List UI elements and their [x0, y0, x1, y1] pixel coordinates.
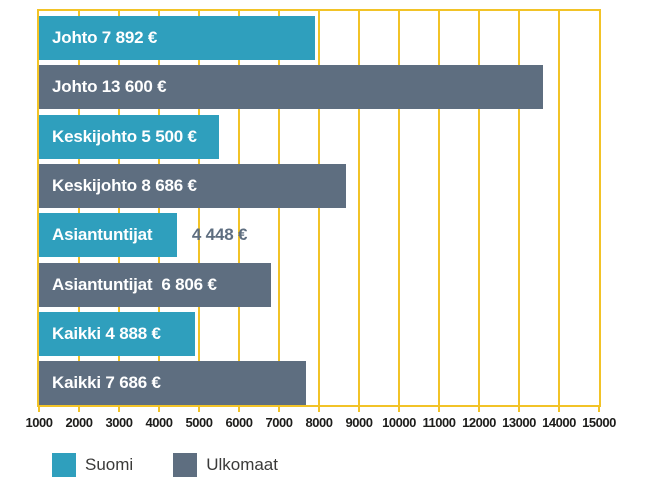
gridline-6000 — [238, 11, 240, 405]
x-tick-mark-6000 — [238, 407, 240, 412]
bar-suomi-5500: Keskijohto 5 500 € — [39, 114, 219, 159]
bar-label: Kaikki 4 888 € — [52, 323, 161, 343]
gridline-12000 — [478, 11, 480, 405]
x-tick-mark-14000 — [558, 407, 560, 412]
bar-ulkomaat-8686: Keskijohto 8 686 € — [39, 163, 347, 208]
bar-ulkomaat-6806: Asiantuntijat 6 806 € — [39, 262, 272, 307]
x-tick-label-6000: 6000 — [225, 415, 253, 430]
x-tick-label-10000: 10000 — [382, 415, 416, 430]
x-tick-mark-3000 — [118, 407, 120, 412]
bar-row: Kaikki 4 888 € — [39, 311, 599, 356]
x-tick-mark-11000 — [438, 407, 440, 412]
bar-row: Kaikki 7 686 € — [39, 361, 599, 406]
bar-suomi-4448: Asiantuntijat — [39, 213, 177, 258]
x-tick-label-7000: 7000 — [265, 415, 293, 430]
bar-row: Johto 7 892 € — [39, 16, 599, 60]
x-tick-label-15000: 15000 — [582, 415, 616, 430]
gridline-14000 — [558, 11, 560, 405]
x-tick-label-4000: 4000 — [145, 415, 173, 430]
x-tick-mark-10000 — [398, 407, 400, 412]
x-tick-mark-4000 — [158, 407, 160, 412]
gridline-8000 — [318, 11, 320, 405]
gridline-4000 — [158, 11, 160, 405]
x-tick-mark-15000 — [598, 407, 600, 412]
x-tick-mark-13000 — [518, 407, 520, 412]
bar-label: Kaikki 7 686 € — [52, 373, 161, 393]
x-tick-mark-12000 — [478, 407, 480, 412]
plot-area: Johto 7 892 € Johto 13 600 € Keskijohto 5 … — [37, 9, 601, 407]
gridline-13000 — [518, 11, 520, 405]
gridline-11000 — [438, 11, 440, 405]
legend: Suomi Ulkomaat — [52, 453, 318, 477]
x-tick-mark-1000 — [38, 407, 40, 412]
gridline-7000 — [278, 11, 280, 405]
bar-label: Keskijohto 5 500 € — [52, 126, 197, 146]
legend-swatch-suomi — [52, 453, 76, 477]
x-tick-label-5000: 5000 — [185, 415, 213, 430]
x-tick-label-11000: 11000 — [422, 415, 456, 430]
x-tick-label-14000: 14000 — [542, 415, 576, 430]
x-tick-label-12000: 12000 — [462, 415, 496, 430]
x-tick-label-2000: 2000 — [65, 415, 93, 430]
bar-label: Asiantuntijat — [52, 225, 153, 245]
x-tick-mark-8000 — [318, 407, 320, 412]
bar-row: Keskijohto 5 500 € — [39, 114, 599, 159]
bar-label: Keskijohto 8 686 € — [52, 175, 197, 195]
bar-value-outside: 4 448 € — [191, 225, 248, 245]
x-tick-label-9000: 9000 — [345, 415, 373, 430]
gridline-2000 — [78, 11, 80, 405]
x-tick-mark-7000 — [278, 407, 280, 412]
bar-label: Asiantuntijat 6 806 € — [52, 274, 217, 294]
gridline-3000 — [118, 11, 120, 405]
x-tick-mark-9000 — [358, 407, 360, 412]
legend-label-suomi: Suomi — [85, 455, 134, 474]
gridline-5000 — [198, 11, 200, 405]
x-tick-mark-5000 — [198, 407, 200, 412]
bar-ulkomaat-7686: Kaikki 7 686 € — [39, 361, 307, 406]
gridline-9000 — [358, 11, 360, 405]
gridline-10000 — [398, 11, 400, 405]
bar-ulkomaat-13600: Johto 13 600 € — [39, 65, 543, 110]
bar-row: Johto 13 600 € — [39, 65, 599, 110]
bar-label: Johto 7 892 € — [52, 28, 158, 47]
legend-item-suomi: Suomi — [52, 453, 133, 477]
x-tick-label-8000: 8000 — [305, 415, 333, 430]
bar-suomi-7892: Johto 7 892 € — [39, 16, 315, 60]
x-tick-label-3000: 3000 — [105, 415, 133, 430]
bar-suomi-4888: Kaikki 4 888 € — [39, 311, 195, 356]
legend-swatch-ulkomaat — [173, 453, 198, 477]
x-tick-label-13000: 13000 — [502, 415, 536, 430]
x-tick-mark-2000 — [78, 407, 80, 412]
x-axis: 1000 2000 3000 4000 5000 6000 7000 8000 9000 1000… — [26, 407, 616, 437]
legend-item-ulkomaat: Ulkomaat — [173, 453, 278, 477]
bar-label: Johto 13 600 € — [52, 77, 167, 97]
legend-label-ulkomaat: Ulkomaat — [206, 455, 278, 474]
x-tick-label-1000: 1000 — [25, 415, 53, 430]
bar-row: Asiantuntijat 6 806 € — [39, 262, 599, 307]
bar-row: Asiantuntijat 4 448 € — [39, 213, 599, 258]
bar-row: Keskijohto 8 686 € — [39, 163, 599, 208]
